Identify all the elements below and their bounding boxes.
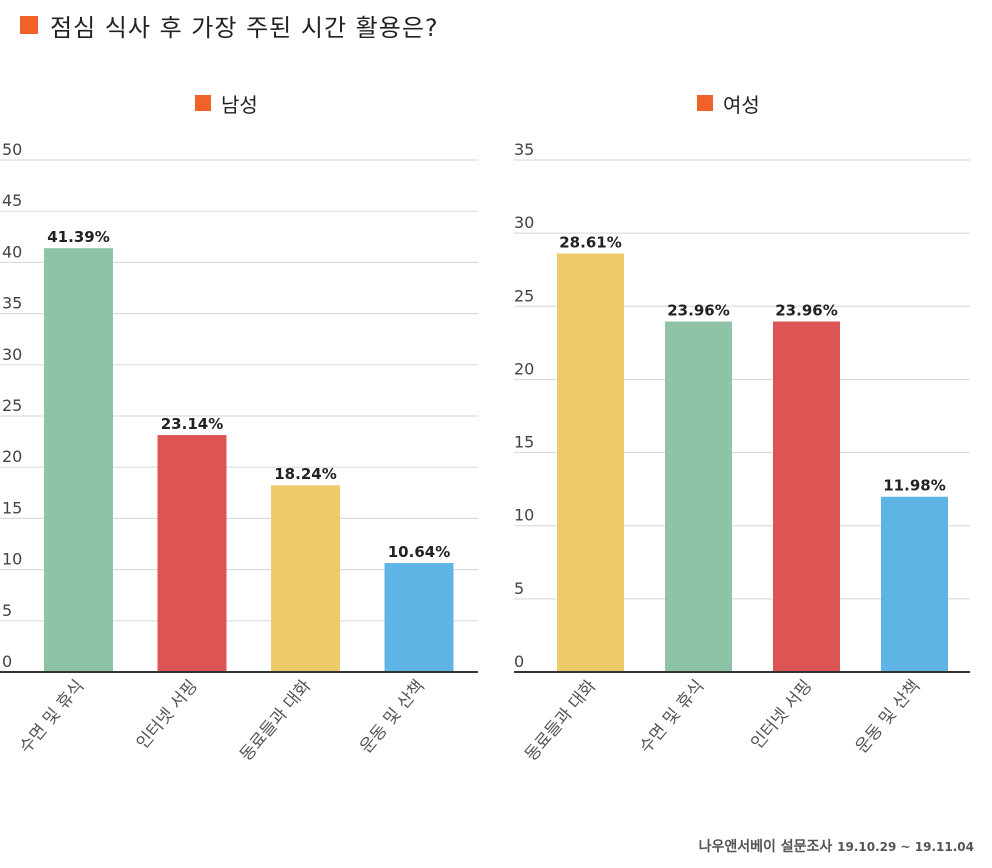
bar-male-0: [44, 248, 113, 673]
data-label-female-1: 23.96%: [667, 301, 729, 319]
bar-female-1: [665, 321, 732, 672]
data-label-male-0: 41.39%: [47, 228, 109, 246]
y-tick-label-female-20: 20: [514, 359, 534, 378]
panel-title-male-text: 남성: [221, 92, 258, 117]
bar-female-2: [773, 321, 840, 672]
y-tick-label-male-30: 30: [2, 345, 22, 364]
title-marker-square: [20, 16, 38, 34]
y-tick-label-female-10: 10: [514, 506, 534, 525]
data-label-female-3: 11.98%: [883, 477, 945, 495]
panel-title-female-text: 여성: [723, 92, 760, 117]
data-label-male-3: 10.64%: [388, 543, 450, 561]
legend-marker-female: [697, 95, 713, 111]
y-tick-label-male-50: 50: [2, 140, 22, 159]
data-label-male-1: 23.14%: [161, 415, 223, 433]
y-tick-label-male-40: 40: [2, 242, 22, 261]
y-tick-label-female-5: 5: [514, 579, 524, 598]
y-tick-label-female-35: 35: [514, 140, 534, 159]
category-label-male-0: 수면 및 휴식: [16, 676, 89, 757]
y-tick-label-male-25: 25: [2, 396, 22, 415]
data-label-female-0: 28.61%: [559, 233, 621, 251]
bar-male-2: [271, 485, 340, 672]
category-label-male-2: 동료들과 대화: [236, 676, 315, 765]
data-label-male-2: 18.24%: [274, 465, 336, 483]
panel-title-male: 남성: [195, 90, 258, 117]
y-tick-label-male-15: 15: [2, 498, 22, 517]
y-tick-label-female-30: 30: [514, 213, 534, 232]
category-label-female-2: 인터넷 서핑: [747, 676, 816, 753]
footer-source-text: 나우앤서베이 설문조사: [698, 839, 833, 855]
y-tick-label-female-0: 0: [514, 652, 524, 671]
data-label-female-2: 23.96%: [775, 301, 837, 319]
footer-period-text: 19.10.29 ~ 19.11.04: [837, 840, 974, 854]
title-text: 점심 식사 후 가장 주된 시간 활용은?: [50, 13, 439, 42]
bar-female-3: [881, 496, 948, 672]
category-label-female-0: 동료들과 대화: [521, 676, 600, 765]
y-tick-label-male-45: 45: [2, 191, 22, 210]
footer-source: 나우앤서베이 설문조사 19.10.29 ~ 19.11.04: [699, 836, 974, 856]
y-tick-label-male-5: 5: [2, 601, 12, 620]
panel-title-female: 여성: [697, 90, 760, 117]
chart-title: 점심 식사 후 가장 주된 시간 활용은?: [20, 10, 439, 42]
bar-female-0: [557, 253, 624, 673]
bar-male-3: [384, 563, 454, 672]
category-label-female-3: 운동 및 산책: [852, 676, 925, 757]
category-label-male-1: 인터넷 서핑: [133, 676, 202, 753]
y-tick-label-male-10: 10: [2, 550, 22, 569]
category-label-male-3: 운동 및 산책: [356, 676, 429, 757]
bar-male-1: [157, 435, 227, 672]
y-tick-label-male-0: 0: [2, 652, 12, 671]
y-tick-label-female-15: 15: [514, 433, 534, 452]
category-label-female-1: 수면 및 휴식: [636, 676, 709, 757]
y-tick-label-male-35: 35: [2, 294, 22, 313]
y-tick-label-male-20: 20: [2, 447, 22, 466]
legend-marker-male: [195, 95, 211, 111]
y-tick-label-female-25: 25: [514, 286, 534, 305]
